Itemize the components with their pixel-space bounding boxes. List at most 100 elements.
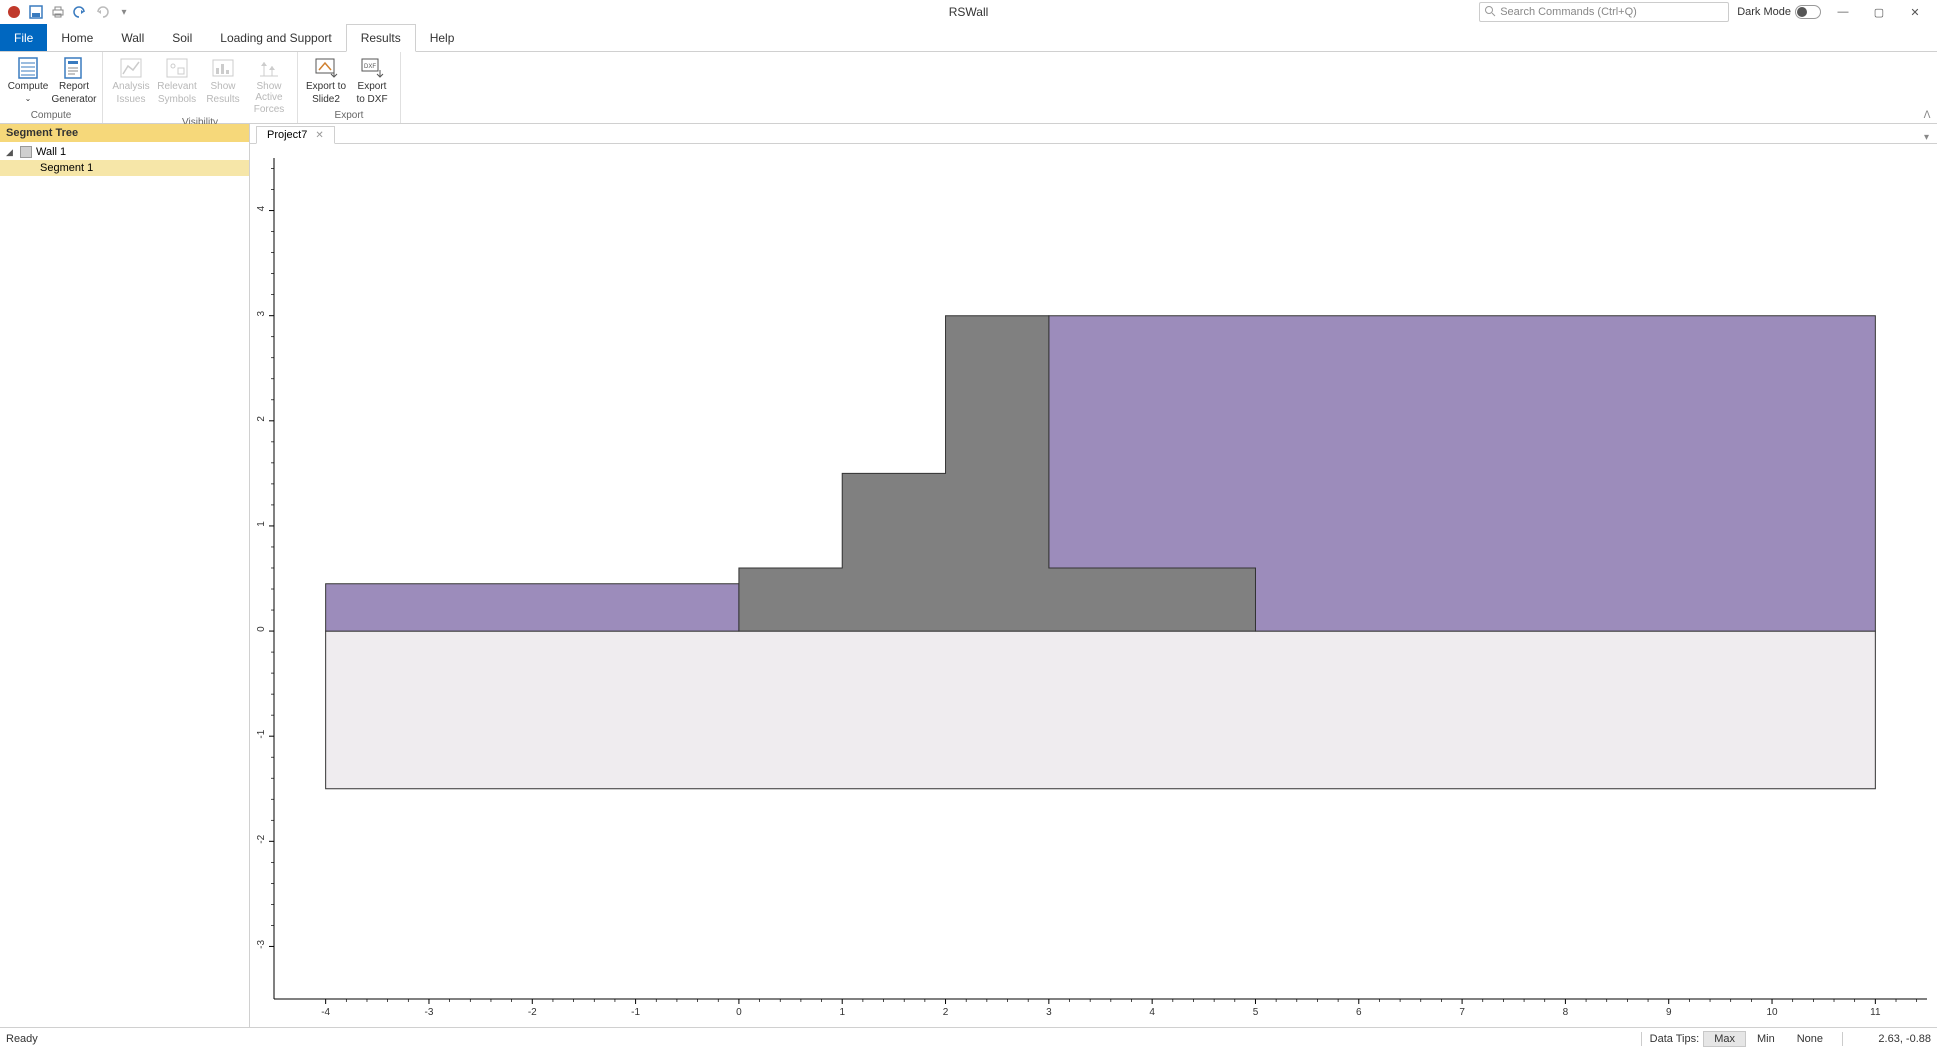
analysis-issues-button: Analysis Issues — [109, 54, 153, 116]
datatips-option-min[interactable]: Min — [1746, 1031, 1786, 1047]
tab-soil[interactable]: Soil — [158, 24, 206, 51]
search-icon — [1484, 5, 1496, 20]
maximize-button[interactable]: ▢ — [1865, 2, 1893, 22]
svg-text:-1: -1 — [256, 729, 267, 738]
ribbon-group-compute: Compute⌄ReportGeneratorCompute — [0, 52, 103, 123]
ribbon-btn-label: Report — [59, 82, 89, 93]
model-canvas[interactable]: -4-3-2-101234567891011-3-2-101234 — [250, 144, 1937, 1027]
svg-text:-1: -1 — [631, 1007, 640, 1018]
svg-text:DXF: DXF — [364, 64, 376, 70]
ribbon-btn-label: Export — [358, 82, 387, 93]
status-ready: Ready — [6, 1033, 38, 1045]
ribbon-group-label: Export — [304, 109, 394, 123]
export-slide2-button[interactable]: Export to Slide2 — [304, 54, 348, 109]
status-bar: Ready Data Tips: MaxMinNone 2.63, -0.88 — [0, 1027, 1937, 1049]
quick-access-toolbar: ▾ — [0, 4, 138, 20]
close-button[interactable]: ✕ — [1901, 2, 1929, 22]
customize-qat-icon[interactable]: ▾ — [116, 4, 132, 20]
ribbon-btn-label: Relevant — [157, 82, 196, 93]
dark-mode-label: Dark Mode — [1737, 6, 1791, 18]
ribbon-btn-label: to DXF — [356, 95, 387, 106]
app-title: RSWall — [949, 5, 989, 19]
ribbon-btn-label: Symbols — [158, 95, 196, 106]
svg-text:-2: -2 — [256, 834, 267, 843]
tree: ◢ Wall 1 Segment 1 — [0, 142, 249, 178]
print-icon[interactable] — [50, 4, 66, 20]
ribbon-btn-label: Export to — [306, 82, 346, 93]
ribbon-group-label: Compute — [6, 109, 96, 123]
workspace: Segment Tree ◢ Wall 1 Segment 1 Project7… — [0, 124, 1937, 1027]
svg-text:7: 7 — [1459, 1007, 1465, 1018]
relevant-symbols-button: Relevant Symbols — [155, 54, 199, 116]
show-results-button: ShowResults — [201, 54, 245, 116]
tab-home[interactable]: Home — [47, 24, 107, 51]
tree-node-label: Segment 1 — [40, 162, 93, 174]
export-dxf-button[interactable]: DXF Export to DXF — [350, 54, 394, 109]
ribbon-btn-label: Results — [206, 95, 239, 106]
panel-title: Segment Tree — [0, 124, 249, 142]
redo-icon[interactable] — [94, 4, 110, 20]
svg-text:-3: -3 — [256, 940, 267, 949]
tab-loading-and-support[interactable]: Loading and Support — [206, 24, 345, 51]
svg-text:1: 1 — [256, 521, 267, 527]
svg-text:1: 1 — [839, 1007, 845, 1018]
export-dxf-icon: DXF — [359, 56, 385, 80]
search-placeholder: Search Commands (Ctrl+Q) — [1500, 6, 1637, 18]
close-icon[interactable]: ✕ — [315, 130, 323, 141]
analysis-icon — [118, 56, 144, 80]
ribbon: Compute⌄ReportGeneratorCompute Analysis Is… — [0, 52, 1937, 124]
document-tab[interactable]: Project7 ✕ — [256, 126, 335, 144]
tab-results[interactable]: Results — [346, 24, 416, 52]
forces-icon — [256, 56, 282, 80]
svg-text:9: 9 — [1666, 1007, 1672, 1018]
report-icon — [61, 56, 87, 80]
document-tabs-overflow[interactable]: ▾ — [1916, 132, 1937, 143]
save-icon[interactable] — [28, 4, 44, 20]
svg-text:-4: -4 — [321, 1007, 330, 1018]
document-tabs: Project7 ✕ ▾ — [250, 124, 1937, 144]
ribbon-btn-label: Slide2 — [312, 95, 340, 106]
compute-icon — [15, 56, 41, 80]
tree-node-segment[interactable]: Segment 1 — [0, 160, 249, 176]
undo-icon[interactable] — [72, 4, 88, 20]
svg-text:3: 3 — [256, 310, 267, 316]
title-bar: ▾ RSWall Search Commands (Ctrl+Q) Dark M… — [0, 0, 1937, 24]
svg-text:-2: -2 — [528, 1007, 537, 1018]
dark-mode-toggle[interactable]: Dark Mode — [1737, 5, 1821, 19]
svg-text:8: 8 — [1563, 1007, 1569, 1018]
svg-text:11: 11 — [1870, 1007, 1881, 1018]
minimize-button[interactable]: — — [1829, 2, 1857, 22]
ribbon-collapse-button[interactable]: ᐱ — [1917, 52, 1937, 123]
segment-tree-panel: Segment Tree ◢ Wall 1 Segment 1 — [0, 124, 250, 1027]
report-generator-button[interactable]: ReportGenerator — [52, 54, 96, 109]
tab-help[interactable]: Help — [416, 24, 469, 51]
ribbon-group-visibility: Analysis Issues Relevant Symbols ShowResults… — [103, 52, 298, 123]
ribbon-btn-label: Issues — [117, 95, 146, 106]
app-icon — [6, 4, 22, 20]
ribbon-group-export: Export to Slide2 DXF Export to DXF Export — [298, 52, 401, 123]
tab-file[interactable]: File — [0, 24, 47, 51]
ribbon-btn-label: Forces — [254, 105, 285, 116]
datatips-option-none[interactable]: None — [1786, 1031, 1834, 1047]
svg-text:3: 3 — [1046, 1007, 1052, 1018]
svg-text:5: 5 — [1253, 1007, 1259, 1018]
ribbon-btn-label: Compute — [8, 82, 49, 93]
svg-text:10: 10 — [1766, 1007, 1778, 1018]
showresults-icon — [210, 56, 236, 80]
show-active-forces-button: Show ActiveForces — [247, 54, 291, 116]
svg-text:0: 0 — [256, 626, 267, 632]
svg-text:2: 2 — [943, 1007, 949, 1018]
datatips-label: Data Tips: — [1650, 1033, 1700, 1045]
datatips-option-max[interactable]: Max — [1703, 1031, 1746, 1047]
ribbon-btn-label: Analysis — [112, 82, 149, 93]
svg-text:-3: -3 — [425, 1007, 434, 1018]
symbols-icon — [164, 56, 190, 80]
toggle-switch-icon — [1795, 5, 1821, 19]
document-area: Project7 ✕ ▾ -4-3-2-101234567891011-3-2-… — [250, 124, 1937, 1027]
svg-text:0: 0 — [736, 1007, 742, 1018]
tree-node-wall[interactable]: ◢ Wall 1 — [0, 144, 249, 160]
svg-text:4: 4 — [1149, 1007, 1155, 1018]
search-commands-input[interactable]: Search Commands (Ctrl+Q) — [1479, 2, 1729, 22]
tab-wall[interactable]: Wall — [107, 24, 158, 51]
compute-button[interactable]: Compute⌄ — [6, 54, 50, 109]
